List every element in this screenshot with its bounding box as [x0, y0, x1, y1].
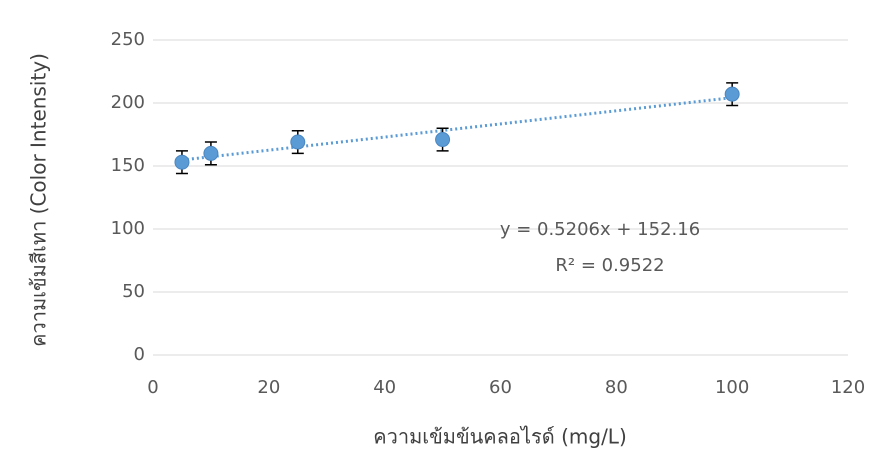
x-tick-label: 120 — [831, 377, 865, 398]
x-tick-label: 100 — [715, 377, 749, 398]
x-tick-label: 60 — [489, 377, 512, 398]
y-axis-title: ความเข้มสีเทา (Color Intensity) — [27, 53, 51, 347]
data-point — [290, 134, 306, 150]
y-tick-label: 100 — [111, 218, 145, 239]
x-tick-label: 0 — [147, 377, 158, 398]
trendline-equation: y = 0.5206x + 152.16 — [500, 219, 700, 240]
y-tick-label: 150 — [111, 155, 145, 176]
x-tick-label: 80 — [605, 377, 628, 398]
x-tick-label: 20 — [257, 377, 280, 398]
x-tick-label: 40 — [373, 377, 396, 398]
trendline-r2: R² = 0.9522 — [555, 255, 664, 276]
data-point — [724, 86, 740, 102]
data-point — [203, 145, 219, 161]
trendline — [181, 96, 733, 162]
y-tick-label: 200 — [111, 92, 145, 113]
y-tick-label: 0 — [134, 344, 145, 365]
y-tick-label: 50 — [122, 281, 145, 302]
data-point — [435, 132, 451, 148]
x-axis-title: ความเข้มข้นคลอไรด์ (mg/L) — [373, 425, 627, 449]
y-tick-label: 250 — [111, 29, 145, 50]
data-point — [174, 154, 190, 170]
